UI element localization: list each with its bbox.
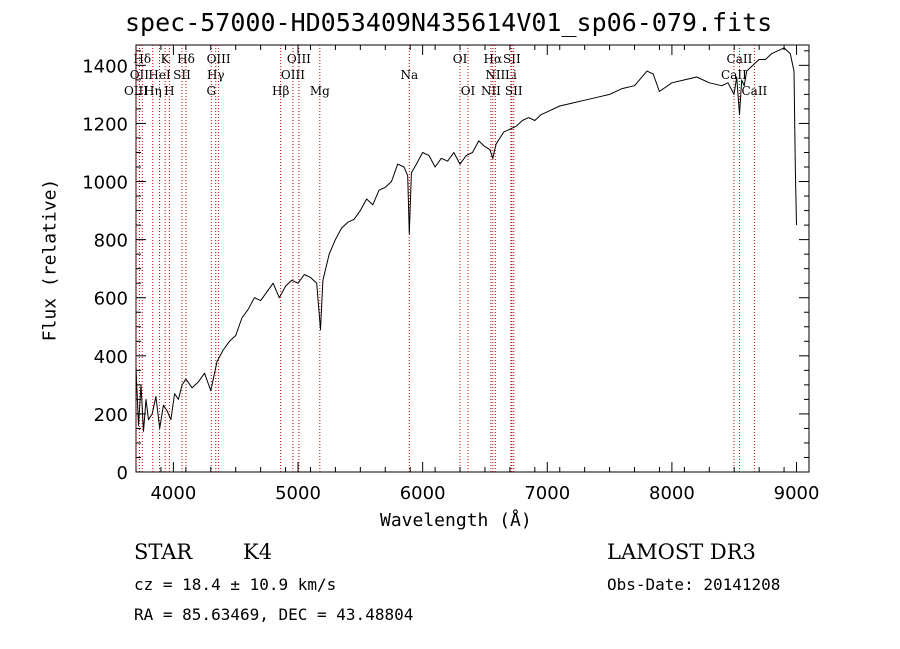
line-label-19: Hη (144, 84, 162, 98)
x-tick-label-0: 4000 (150, 483, 196, 504)
observation-date: Obs-Date: 20141208 (607, 575, 781, 594)
x-tick-label-2: 6000 (400, 483, 446, 504)
x-tick-label-3: 7000 (524, 483, 570, 504)
line-label-14: Na (400, 68, 418, 82)
line-label-0: Hδ (133, 52, 151, 66)
line-label-9: OII (130, 68, 150, 82)
x-tick-label-1: 5000 (275, 483, 321, 504)
line-label-2: Hδ (177, 52, 195, 66)
line-label-13: OIII (281, 68, 305, 82)
line-label-24: OI (461, 84, 476, 98)
y-axis-label: Flux (relative) (39, 178, 61, 342)
line-label-4: OIII (287, 52, 311, 66)
line-label-5: OI (453, 52, 468, 66)
object-class: STAR (134, 540, 193, 564)
x-tick-label-4: 8000 (649, 483, 695, 504)
line-label-27: CaII (741, 84, 767, 98)
y-tick-label-4: 800 (94, 231, 128, 252)
x-axis-label: Wavelength (Å) (380, 510, 532, 531)
x-tick-label-5: 9000 (774, 483, 820, 504)
chart-title: spec-57000-HD053409N435614V01_sp06-079.f… (125, 8, 773, 37)
line-label-11: SII (173, 68, 191, 82)
y-tick-label-7: 1400 (82, 56, 128, 77)
redshift-text: cz = 18.4 ± 10.9 km/s (134, 575, 337, 594)
spectrum-line-0 (135, 47, 797, 432)
line-label-7: SII (503, 52, 521, 66)
line-label-17: CaII (721, 68, 747, 82)
y-tick-label-6: 1200 (82, 114, 128, 135)
line-label-18: OIII (124, 84, 148, 98)
object-subclass: K4 (243, 540, 273, 564)
line-label-15: NII (485, 68, 505, 82)
y-tick-label-5: 1000 (82, 173, 128, 194)
line-label-10: HeI (148, 68, 171, 82)
y-tick-label-0: 0 (117, 463, 128, 484)
survey-name: LAMOST DR3 (607, 540, 756, 564)
line-label-1: K (161, 52, 171, 66)
line-label-6: Hα (484, 52, 503, 66)
line-label-12: Hγ (207, 68, 225, 82)
y-tick-label-3: 600 (94, 289, 128, 310)
plot-frame (135, 44, 810, 473)
line-label-26: SII (505, 84, 523, 98)
y-tick-label-2: 400 (94, 347, 128, 368)
y-tick-label-1: 200 (94, 405, 128, 426)
line-label-23: Mg (310, 84, 330, 98)
line-label-21: G (206, 84, 216, 98)
line-label-16: Li (505, 68, 517, 82)
line-label-20: H (164, 84, 174, 98)
line-label-8: CaII (727, 52, 753, 66)
line-label-3: OIII (207, 52, 231, 66)
coordinates-text: RA = 85.63469, DEC = 43.48804 (134, 605, 414, 624)
line-label-22: Hβ (272, 84, 289, 98)
line-label-25: NII (481, 84, 501, 98)
